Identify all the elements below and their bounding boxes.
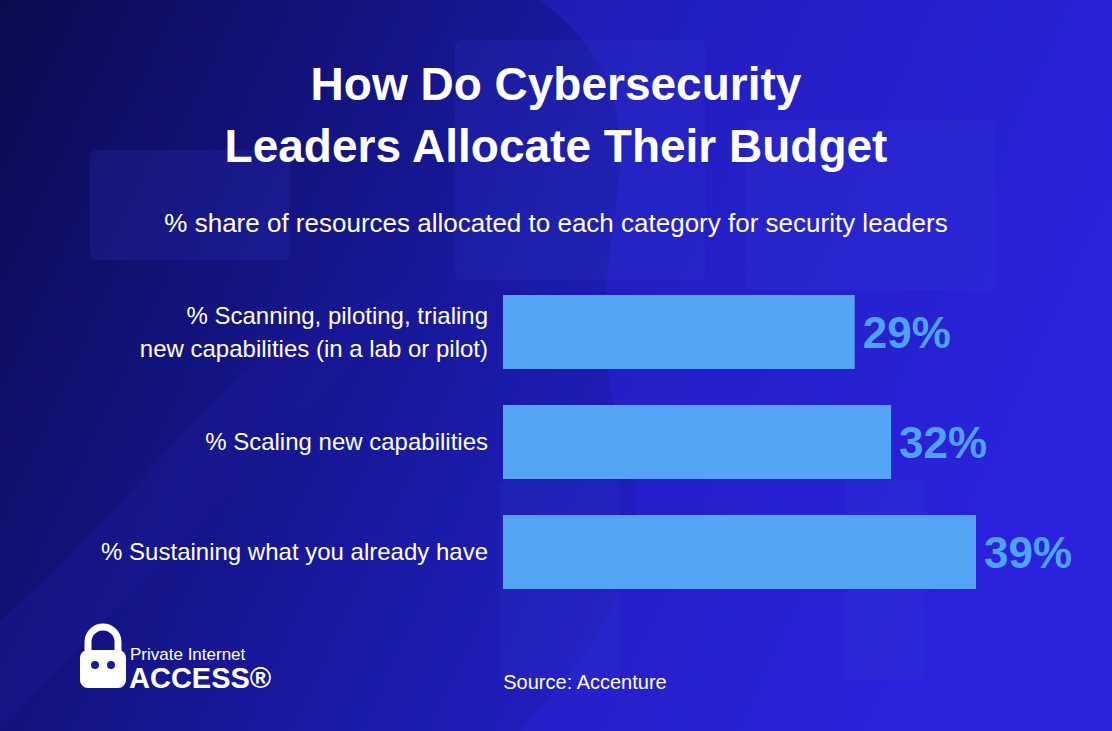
logo-eye <box>107 661 115 669</box>
text-line: How Do Cybersecurity <box>311 58 802 110</box>
bar <box>503 295 855 369</box>
category-label: % Scanning, piloting, trialing new capabi… <box>140 302 488 362</box>
text-line: % Scanning, piloting, trialing <box>186 302 488 329</box>
subtitle: % share of resources allocated to each c… <box>164 208 947 238</box>
chart-root: How Do Cybersecurity Leaders Allocate The… <box>0 0 1112 731</box>
text-line: % Sustaining what you already have <box>101 538 488 565</box>
data-label: 39% <box>984 528 1072 577</box>
source: Source: Accenture <box>503 671 666 693</box>
bar <box>503 405 891 479</box>
background <box>0 0 1112 731</box>
text-line: Leaders Allocate Their Budget <box>225 120 888 172</box>
title: How Do Cybersecurity Leaders Allocate The… <box>225 58 888 172</box>
logo-text: ACCESS® <box>129 662 271 694</box>
category-label: % Scaling new capabilities <box>205 428 488 455</box>
logo-body <box>80 650 126 688</box>
text-line: new capabilities (in a lab or pilot) <box>140 335 488 362</box>
logo: Private InternetACCESS® <box>80 627 271 694</box>
text-line: % Scaling new capabilities <box>205 428 488 455</box>
logo-shackle <box>88 627 118 652</box>
logo-eye <box>91 661 99 669</box>
bar <box>503 515 976 589</box>
data-label: 29% <box>863 308 951 357</box>
data-label: 32% <box>899 418 987 467</box>
category-label: % Sustaining what you already have <box>101 538 488 565</box>
